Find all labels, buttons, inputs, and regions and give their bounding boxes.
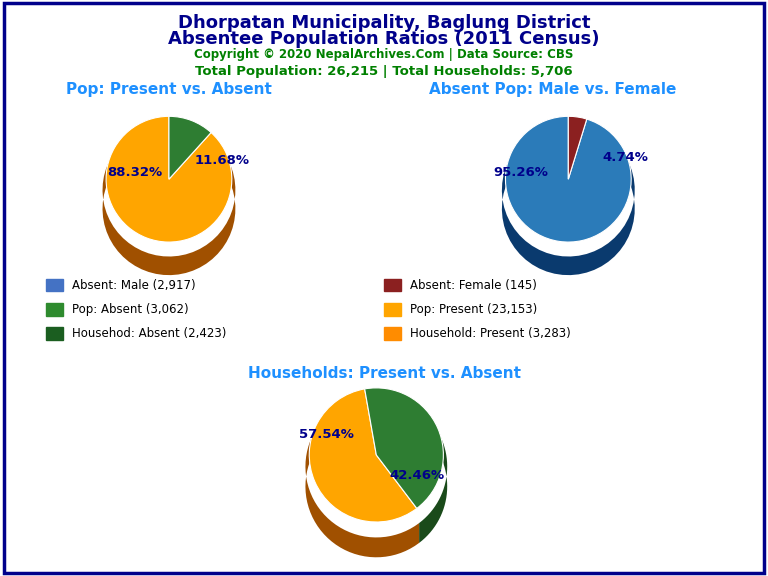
Text: Absent Pop: Male vs. Female: Absent Pop: Male vs. Female (429, 82, 677, 97)
Text: Total Population: 26,215 | Total Households: 5,706: Total Population: 26,215 | Total Househo… (195, 65, 573, 78)
Polygon shape (364, 396, 447, 543)
Wedge shape (106, 116, 232, 242)
Text: 42.46%: 42.46% (389, 468, 444, 482)
Text: Pop: Present (23,153): Pop: Present (23,153) (410, 303, 538, 316)
Wedge shape (505, 116, 631, 242)
Text: Absent: Male (2,917): Absent: Male (2,917) (72, 279, 196, 291)
Text: Dhorpatan Municipality, Baglung District: Dhorpatan Municipality, Baglung District (177, 14, 591, 32)
Polygon shape (102, 124, 235, 275)
Text: 88.32%: 88.32% (107, 166, 162, 179)
Wedge shape (365, 388, 443, 509)
Text: Household: Present (3,283): Household: Present (3,283) (410, 327, 571, 340)
Text: Absentee Population Ratios (2011 Census): Absentee Population Ratios (2011 Census) (168, 30, 600, 48)
Text: Pop: Absent (3,062): Pop: Absent (3,062) (72, 303, 189, 316)
Text: 11.68%: 11.68% (195, 154, 250, 167)
Wedge shape (169, 116, 211, 179)
Text: Househod: Absent (2,423): Househod: Absent (2,423) (72, 327, 227, 340)
Text: 4.74%: 4.74% (602, 151, 648, 164)
Text: 57.54%: 57.54% (299, 429, 353, 441)
Polygon shape (502, 124, 634, 275)
Text: Absent: Female (145): Absent: Female (145) (410, 279, 537, 291)
Text: Households: Present vs. Absent: Households: Present vs. Absent (247, 366, 521, 381)
Text: 95.26%: 95.26% (494, 166, 548, 179)
Text: Copyright © 2020 NepalArchives.Com | Data Source: CBS: Copyright © 2020 NepalArchives.Com | Dat… (194, 48, 574, 61)
Wedge shape (568, 116, 587, 179)
Wedge shape (310, 389, 417, 522)
Text: Pop: Present vs. Absent: Pop: Present vs. Absent (66, 82, 272, 97)
Polygon shape (306, 397, 419, 558)
